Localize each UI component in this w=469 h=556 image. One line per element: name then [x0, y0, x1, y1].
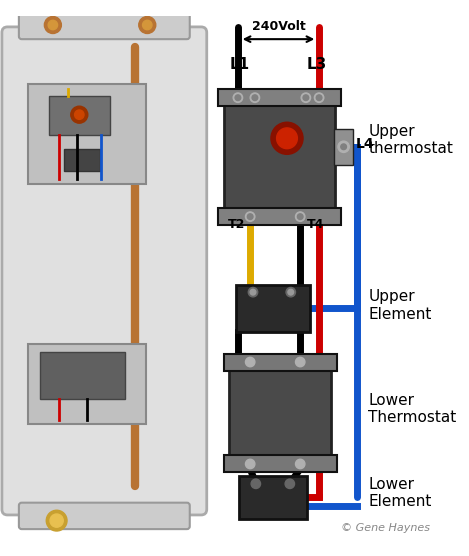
- Bar: [49, 96, 111, 136]
- Circle shape: [303, 95, 309, 101]
- Circle shape: [295, 459, 305, 469]
- Text: T2: T2: [228, 217, 246, 231]
- Text: L4: L4: [356, 137, 375, 151]
- Circle shape: [288, 289, 294, 295]
- Circle shape: [295, 212, 305, 221]
- Circle shape: [143, 20, 152, 29]
- Circle shape: [248, 287, 258, 297]
- Text: Lower
Thermostat: Lower Thermostat: [368, 393, 456, 425]
- Text: L1: L1: [230, 57, 250, 72]
- Text: 240Volt: 240Volt: [251, 19, 305, 33]
- Text: Upper
Element: Upper Element: [368, 289, 431, 321]
- Circle shape: [316, 95, 322, 101]
- FancyBboxPatch shape: [19, 503, 190, 529]
- Bar: [28, 344, 146, 424]
- Circle shape: [245, 358, 255, 367]
- Text: L3: L3: [307, 57, 327, 72]
- Circle shape: [301, 93, 310, 102]
- Text: T4: T4: [307, 217, 324, 231]
- Bar: [224, 102, 335, 214]
- Circle shape: [252, 95, 258, 101]
- Circle shape: [46, 510, 67, 531]
- Circle shape: [247, 214, 253, 220]
- Bar: [218, 208, 341, 225]
- Bar: [64, 148, 100, 171]
- Circle shape: [139, 17, 156, 33]
- Bar: [28, 85, 146, 183]
- Circle shape: [50, 514, 63, 527]
- FancyBboxPatch shape: [2, 27, 207, 515]
- Text: Lower
Element: Lower Element: [368, 477, 431, 509]
- Circle shape: [341, 144, 347, 150]
- Bar: [224, 354, 337, 370]
- Text: © Gene Haynes: © Gene Haynes: [340, 523, 430, 533]
- Text: Upper
thermostat: Upper thermostat: [368, 124, 453, 156]
- Circle shape: [271, 122, 303, 155]
- FancyBboxPatch shape: [19, 13, 190, 39]
- Circle shape: [45, 17, 61, 33]
- Bar: [334, 129, 353, 165]
- Circle shape: [295, 358, 305, 367]
- Circle shape: [250, 93, 260, 102]
- Circle shape: [233, 93, 242, 102]
- Circle shape: [250, 289, 256, 295]
- Circle shape: [235, 95, 241, 101]
- Bar: [224, 455, 337, 473]
- Circle shape: [75, 110, 84, 120]
- Bar: [40, 351, 125, 399]
- Circle shape: [277, 128, 297, 148]
- Circle shape: [297, 214, 303, 220]
- Circle shape: [338, 141, 349, 152]
- Circle shape: [245, 212, 255, 221]
- Circle shape: [71, 106, 88, 123]
- Circle shape: [245, 459, 255, 469]
- Bar: [239, 476, 307, 519]
- Circle shape: [285, 479, 295, 489]
- Bar: [218, 89, 341, 106]
- Circle shape: [286, 287, 295, 297]
- Circle shape: [251, 479, 261, 489]
- Bar: [229, 367, 332, 461]
- Bar: [236, 285, 310, 332]
- Circle shape: [48, 20, 58, 29]
- Circle shape: [314, 93, 324, 102]
